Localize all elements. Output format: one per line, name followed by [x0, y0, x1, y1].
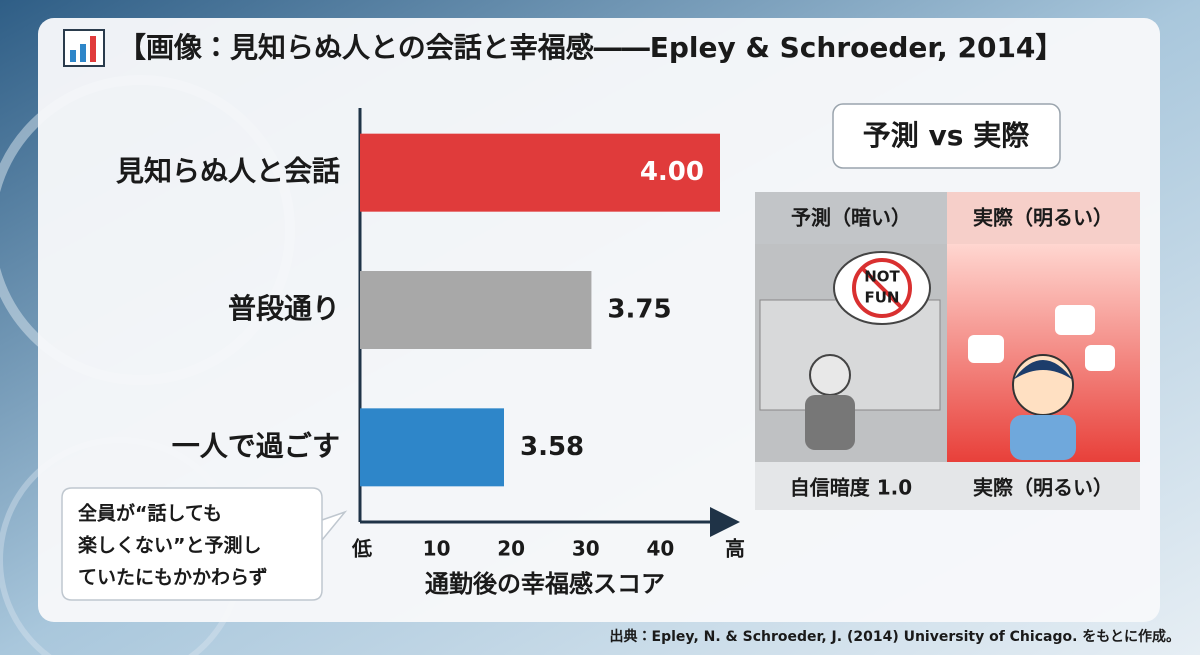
plot: 低 10 20 30 40 高 見知らぬ人と会話 4.00 普段通り 3.75 一人で過ごす 3.58	[116, 133, 745, 561]
left-header-bg	[755, 192, 947, 244]
title-icon	[63, 29, 105, 67]
right-caption: 実際（明るい）	[973, 476, 1113, 500]
no-sign	[860, 266, 904, 310]
x-tick-label: 40	[646, 537, 674, 561]
comparison-title-box	[832, 103, 1061, 169]
category-label: 見知らぬ人と会話	[116, 155, 340, 188]
x-tick-label: 20	[497, 537, 525, 561]
right-header-bg	[947, 192, 1140, 244]
right-header: 実際（明るい）	[973, 206, 1113, 230]
x-tick-label: 30	[572, 537, 600, 561]
sad-person	[809, 354, 851, 396]
value-label: 3.75	[607, 295, 671, 325]
happy-person-hair	[1013, 360, 1073, 380]
category-label: 一人で過ごす	[172, 429, 340, 462]
speech-icon	[968, 335, 1004, 363]
speech-icon	[1085, 345, 1115, 371]
chart-title: 【画像：見知らぬ人との会話と幸福感――Epley & Schroeder, 20…	[118, 31, 1063, 64]
value-label: 4.00	[640, 157, 704, 187]
callout-line: 全員が“話しても	[78, 502, 222, 525]
bar	[360, 271, 592, 349]
bubble-text: NOT	[864, 268, 900, 286]
speech-icon	[1055, 305, 1095, 335]
callout-line: ていたにもかかわらず	[78, 567, 268, 589]
bubble-text: FUN	[865, 289, 900, 307]
x-tick-label: 高	[725, 537, 745, 561]
callout: 全員が“話しても 楽しくない”と予測し ていたにもかかわらず	[61, 487, 348, 601]
comparison-title: 予測 vs 実際	[863, 119, 1030, 152]
callout-line: 楽しくない”と予測し	[78, 534, 262, 557]
left-header: 予測（暗い）	[791, 206, 911, 230]
comparison: 予測 vs 実際 予測（暗い） 実際（明るい） NOT FUN 自信暗度 1.0…	[755, 103, 1140, 510]
bar	[360, 133, 720, 212]
left-caption: 自信暗度 1.0	[790, 476, 912, 500]
category-label: 普段通り	[228, 292, 340, 325]
sad-person-body	[805, 395, 855, 450]
x-axis-title: 通勤後の幸福感スコア	[425, 570, 665, 598]
bar	[360, 408, 504, 487]
value-label: 3.58	[520, 432, 584, 462]
happy-person-body	[1010, 415, 1076, 460]
source: 出典：Epley, N. & Schroeder, J. (2014) Univ…	[610, 628, 1180, 645]
x-tick-label: 10	[423, 537, 451, 561]
x-tick-label: 低	[351, 537, 372, 561]
no-sign	[852, 258, 912, 318]
